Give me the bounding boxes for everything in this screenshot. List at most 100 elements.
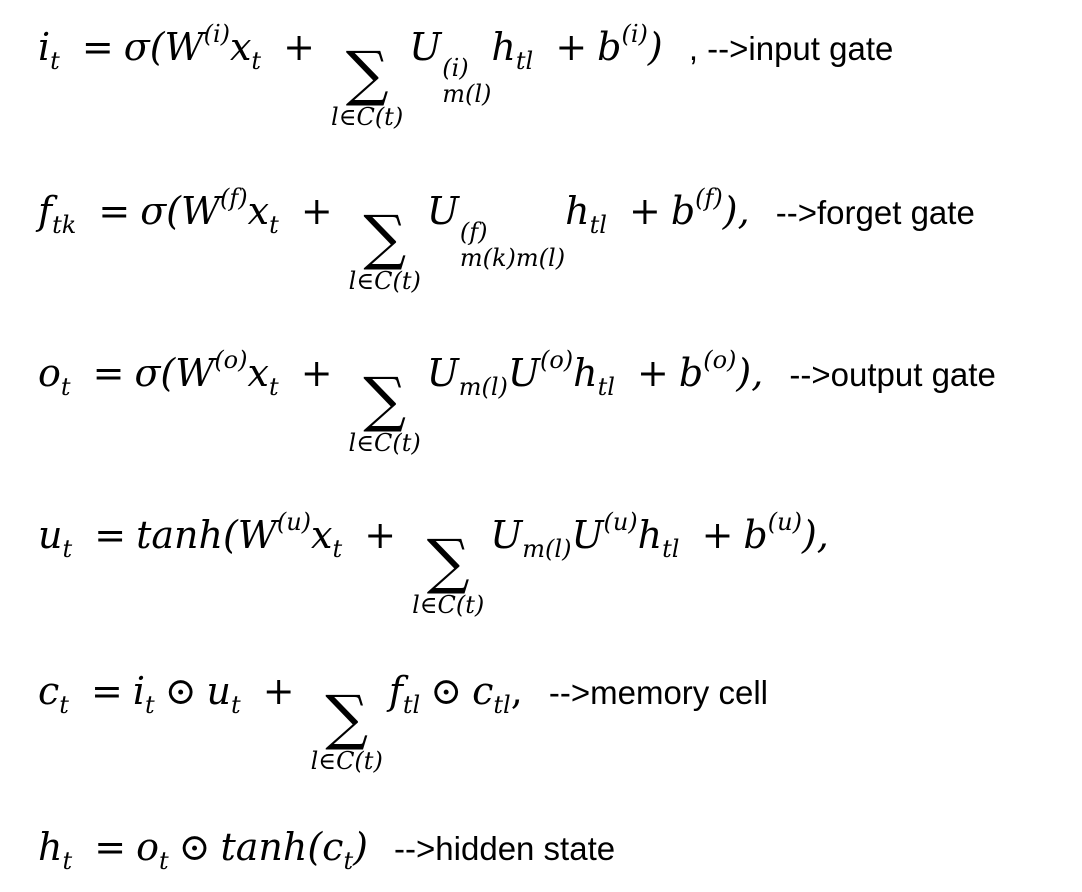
- sigma-symbol: ∑: [363, 365, 407, 435]
- plus-sign: +: [300, 351, 333, 395]
- equals-sign: =: [81, 25, 114, 69]
- sum-range: l∈C(t): [412, 591, 485, 619]
- sum-range: l∈C(t): [348, 429, 421, 457]
- plus-sign: +: [637, 351, 669, 395]
- x-subscript: t: [268, 373, 279, 401]
- function: σ(: [140, 189, 181, 233]
- lhs-subscript: t: [50, 47, 60, 75]
- h-symbol: h: [637, 513, 663, 557]
- sum-range: l∈C(t): [348, 267, 421, 295]
- h-subscript: tl: [597, 373, 615, 401]
- lhs: u: [38, 513, 63, 557]
- x-symbol: x: [229, 25, 252, 69]
- x-subscript: t: [332, 535, 343, 563]
- lhs-subscript: tk: [52, 211, 77, 239]
- plus-sign: +: [283, 25, 316, 69]
- o-subscript: t: [158, 847, 169, 875]
- b-superscript: (f): [695, 184, 723, 212]
- i-subscript: t: [145, 691, 155, 719]
- b-superscript: (i): [621, 20, 648, 48]
- c-subscript: t: [343, 847, 354, 875]
- b-symbol: b: [743, 513, 768, 557]
- x-subscript: t: [269, 211, 279, 239]
- u2-symbol: U: [571, 513, 604, 557]
- plus-sign: +: [628, 189, 661, 233]
- u2-symbol: U: [507, 351, 540, 395]
- function: tanh(: [220, 825, 323, 869]
- annotation-hidden-state: -->hidden state: [394, 830, 616, 867]
- x-subscript: t: [251, 47, 262, 75]
- c-symbol: c: [322, 825, 344, 869]
- plus-sign: +: [300, 189, 333, 233]
- b-superscript: (o): [703, 346, 737, 374]
- lhs: h: [38, 825, 63, 869]
- equation-input-gate: it = σ(W(i)xt + ∑ l∈C(t) U (i) m(l) htl + b(i)) …: [38, 22, 893, 129]
- w-symbol: W: [175, 351, 215, 395]
- u1-subscript: m(l): [458, 373, 508, 401]
- b-symbol: b: [670, 189, 696, 233]
- equation-hidden-state: ht = ot ⊙ tanh(ct) -->hidden state: [38, 828, 615, 873]
- sigma-symbol: ∑: [426, 527, 470, 597]
- u2-superscript: (o): [539, 346, 574, 374]
- equals-sign: =: [98, 189, 131, 233]
- h-symbol: h: [565, 189, 590, 233]
- comma: ,: [510, 669, 523, 713]
- u2-superscript: (u): [603, 508, 638, 536]
- lhs-subscript: t: [59, 691, 69, 719]
- close-paren: ),: [736, 351, 764, 395]
- lhs: c: [38, 669, 60, 713]
- sum-range: l∈C(t): [310, 747, 383, 775]
- function: tanh(: [136, 513, 238, 557]
- w-superscript: (u): [276, 508, 312, 536]
- lhs-subscript: t: [60, 373, 71, 401]
- summation: ∑ l∈C(t): [348, 365, 421, 457]
- i-symbol: i: [132, 669, 146, 713]
- u-symbol: U: [409, 25, 442, 69]
- o-symbol: o: [136, 825, 159, 869]
- u1-symbol: U: [490, 513, 523, 557]
- lhs-subscript: t: [62, 535, 73, 563]
- equation-update: ut = tanh(W(u)xt + ∑ l∈C(t) Um(l)U(u)htl + b(…: [38, 510, 829, 617]
- equation-memory-cell: ct = it ⊙ ut + ∑ l∈C(t) ftl ⊙ ctl, -->memory cel…: [38, 672, 768, 773]
- h-symbol: h: [573, 351, 598, 395]
- h-symbol: h: [491, 25, 516, 69]
- plus-sign: +: [701, 513, 734, 557]
- u1-subscript: m(l): [522, 535, 572, 563]
- u-superscript: (i): [442, 54, 469, 82]
- x-symbol: x: [247, 351, 269, 395]
- w-superscript: (o): [214, 346, 248, 374]
- lhs-subscript: t: [62, 847, 73, 875]
- u-superscript: (f): [459, 218, 488, 246]
- b-symbol: b: [597, 25, 622, 69]
- b-superscript: (u): [767, 508, 802, 536]
- plus-sign: +: [364, 513, 397, 557]
- w-superscript: (f): [220, 184, 248, 212]
- lhs: i: [38, 25, 51, 69]
- plus-sign: +: [555, 25, 588, 69]
- annotation-input-gate: , -->input gate: [688, 30, 894, 67]
- u1-symbol: U: [426, 351, 459, 395]
- summation: ∑ l∈C(t): [412, 527, 485, 619]
- u-subscript: m(k)m(l): [459, 244, 566, 272]
- summation: ∑ l∈C(t): [310, 683, 383, 775]
- u-symbol: u: [206, 669, 232, 713]
- h-subscript: tl: [589, 211, 607, 239]
- x-symbol: x: [247, 189, 270, 233]
- sigma-symbol: ∑: [325, 683, 369, 753]
- w-superscript: (i): [203, 20, 230, 48]
- sigma-symbol: ∑: [363, 203, 407, 273]
- equals-sign: =: [91, 669, 123, 713]
- annotation-forget-gate: -->forget gate: [775, 194, 975, 231]
- sum-range: l∈C(t): [331, 103, 404, 131]
- u-symbol: U: [426, 189, 459, 233]
- w-symbol: W: [164, 25, 204, 69]
- close-paren: ): [647, 25, 663, 69]
- c-subscript: tl: [493, 691, 511, 719]
- odot-operator: ⊙: [178, 825, 211, 869]
- h-subscript: tl: [662, 535, 680, 563]
- close-paren: ),: [722, 189, 750, 233]
- plus-sign: +: [262, 669, 295, 713]
- equals-sign: =: [92, 351, 125, 395]
- function: σ(: [123, 25, 165, 69]
